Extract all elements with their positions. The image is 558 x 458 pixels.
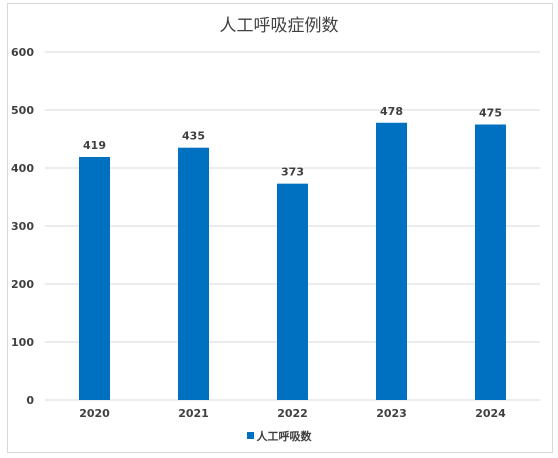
y-tick-label: 400 xyxy=(11,162,34,175)
data-label: 373 xyxy=(281,166,304,179)
chart-title: 人工呼吸症例数 xyxy=(219,16,339,36)
y-tick-label: 300 xyxy=(11,220,34,233)
y-tick-label: 600 xyxy=(11,46,34,59)
y-tick-label: 0 xyxy=(26,394,34,407)
bar xyxy=(178,147,209,400)
x-tick-label: 2021 xyxy=(178,407,209,420)
x-tick-label: 2020 xyxy=(79,407,110,420)
y-tick-label: 100 xyxy=(11,336,34,349)
bar xyxy=(79,156,110,400)
x-tick-label: 2023 xyxy=(376,407,407,420)
data-label: 478 xyxy=(380,105,403,118)
x-tick-label: 2022 xyxy=(277,407,308,420)
bar xyxy=(376,122,407,400)
bar xyxy=(277,183,308,400)
y-tick-label: 200 xyxy=(11,278,34,291)
bar xyxy=(475,124,506,400)
data-label: 475 xyxy=(479,107,502,120)
legend: 人工呼吸数 xyxy=(0,428,558,444)
y-tick-label: 500 xyxy=(11,104,34,117)
legend-label: 人工呼吸数 xyxy=(256,430,312,443)
data-label: 419 xyxy=(83,139,106,152)
data-label: 435 xyxy=(182,130,205,143)
legend-swatch xyxy=(246,432,254,439)
x-tick-label: 2024 xyxy=(475,407,506,420)
